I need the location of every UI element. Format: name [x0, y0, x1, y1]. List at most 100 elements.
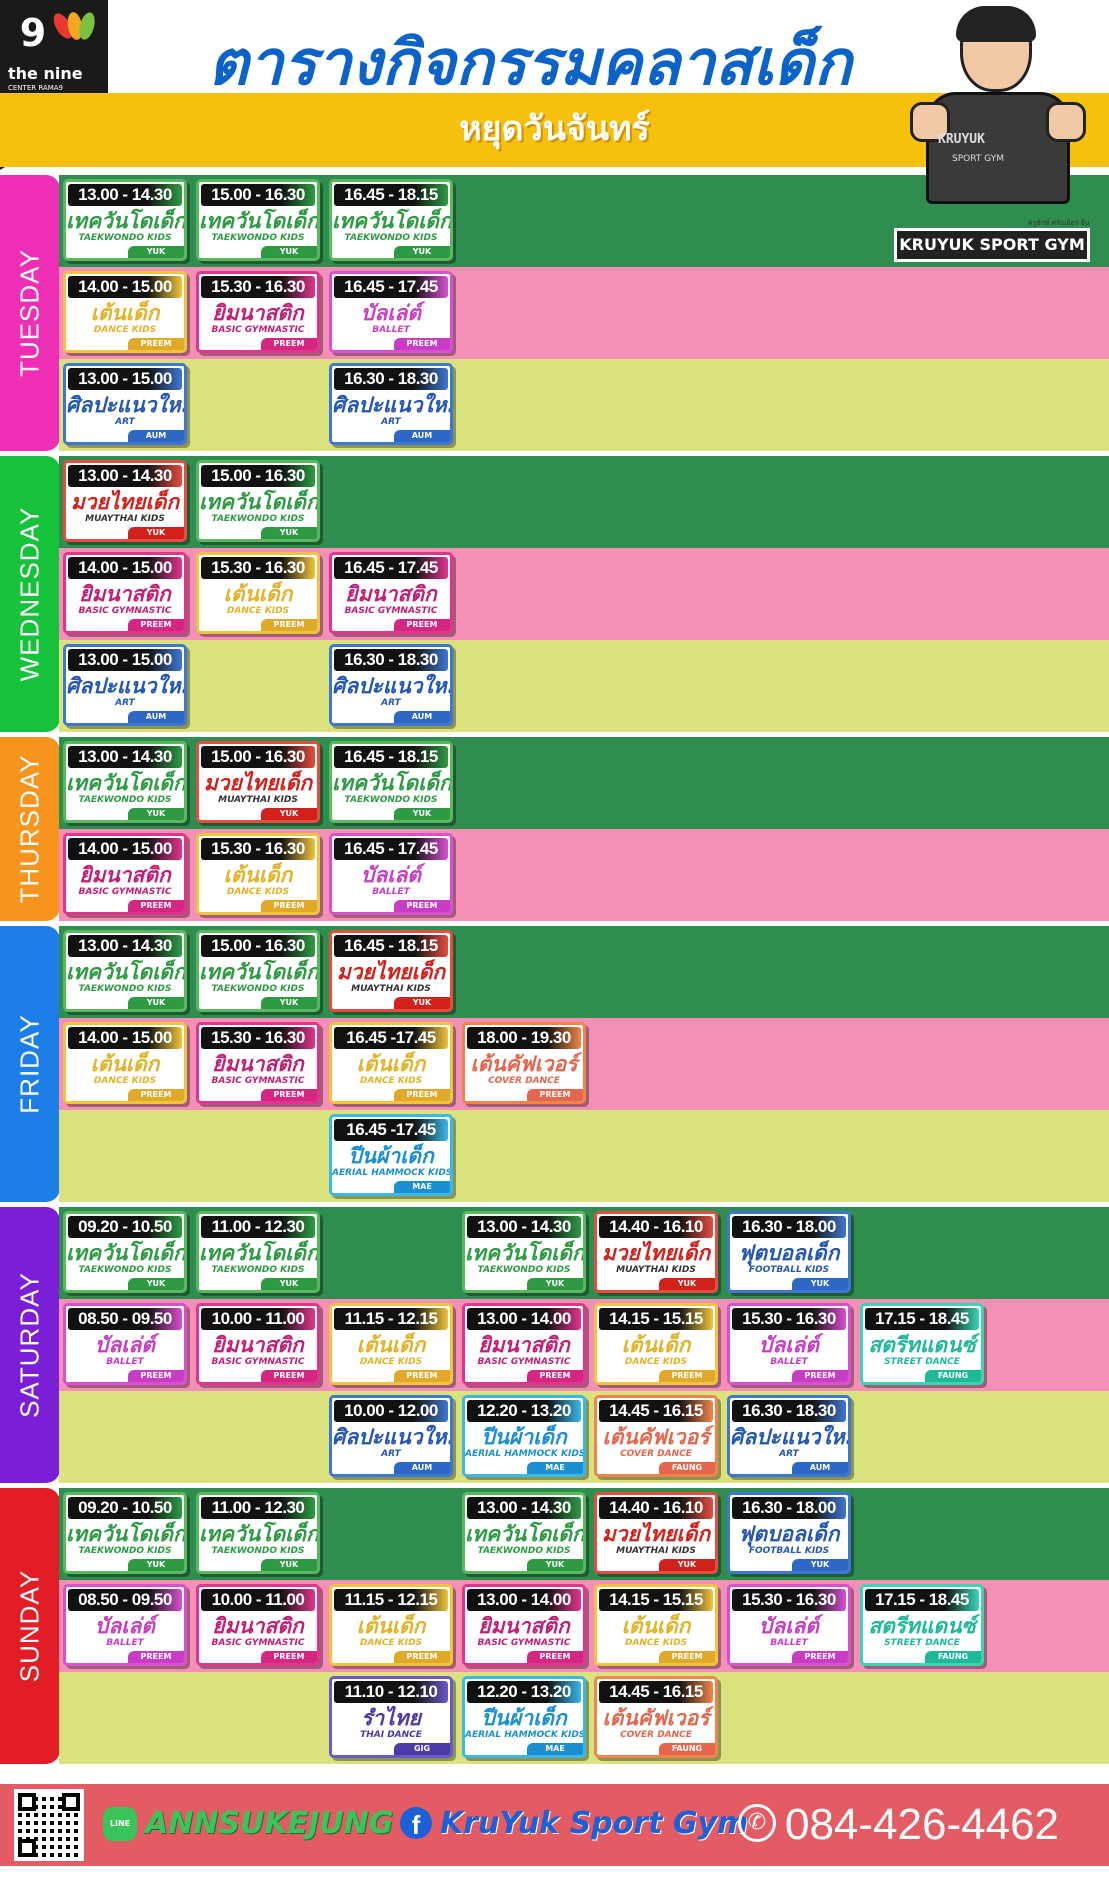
class-card[interactable]: 13.00 - 14.30 เทควันโดเด็ก TAEKWONDO KIDS Y… [63, 741, 187, 823]
class-time: 15.30 - 16.30 [201, 1027, 315, 1049]
teacher-badge: YUK [128, 1559, 184, 1571]
class-card[interactable]: 15.30 - 16.30 บัลเล่ต์ BALLET PREEM [727, 1584, 851, 1666]
class-card[interactable]: 14.00 - 15.00 เต้นเด็ก DANCE KIDS PREEM [63, 271, 187, 353]
class-name-thai: เต้นเด็ก [90, 1052, 160, 1076]
class-card[interactable]: 11.15 - 12.15 เต้นเด็ก DANCE KIDS PREEM [329, 1584, 453, 1666]
class-time: 13.00 - 14.00 [467, 1589, 581, 1611]
class-name-english: ART [779, 1449, 799, 1459]
class-card[interactable]: 16.45 - 18.15 เทควันโดเด็ก TAEKWONDO KIDS Y… [329, 741, 453, 823]
class-card[interactable]: 17.15 - 18.45 สตรีทแดนซ์ STREET DANCE FAUNG [860, 1303, 984, 1385]
class-card[interactable]: 11.15 - 12.15 เต้นเด็ก DANCE KIDS PREEM [329, 1303, 453, 1385]
class-name-thai: เทควันโดเด็ก [465, 1241, 585, 1265]
class-card[interactable]: 15.30 - 16.30 ยิมนาสติก BASIC GYMNASTIC PRE… [196, 1022, 320, 1104]
class-card[interactable]: 15.30 - 16.30 บัลเล่ต์ BALLET PREEM [727, 1303, 851, 1385]
class-name-thai: ศิลปะแนวใหม่ [332, 1425, 453, 1449]
class-name-english: BASIC GYMNASTIC [344, 606, 438, 616]
class-card[interactable]: 12.20 - 13.20 ปีนผ้าเด็ก AERIAL HAMMOCK KI… [462, 1676, 586, 1758]
class-card[interactable]: 13.00 - 14.30 เทควันโดเด็ก TAEKWONDO KIDS Y… [462, 1492, 586, 1574]
class-name-english: ART [381, 417, 401, 427]
class-name-thai: บัลเล่ต์ [759, 1614, 819, 1638]
class-card[interactable]: 16.45 -17.45 ปีนผ้าเด็ก AERIAL HAMMOCK KID… [329, 1114, 453, 1196]
class-card[interactable]: 16.30 - 18.00 ฟุตบอลเด็ก FOOTBALL KIDS YUK [727, 1211, 851, 1293]
class-name-english: BALLET [770, 1357, 808, 1367]
class-card[interactable]: 16.45 - 18.15 เทควันโดเด็ก TAEKWONDO KIDS Y… [329, 179, 453, 261]
class-card[interactable]: 13.00 - 14.30 มวยไทยเด็ก MUAYTHAI KIDS YUK [63, 460, 187, 542]
class-name-english: TAEKWONDO KIDS [211, 514, 305, 524]
class-card[interactable]: 16.45 - 17.45 บัลเล่ต์ BALLET PREEM [329, 271, 453, 353]
class-card[interactable]: 13.00 - 14.00 ยิมนาสติก BASIC GYMNASTIC PRE… [462, 1303, 586, 1385]
class-card[interactable]: 09.20 - 10.50 เทควันโดเด็ก TAEKWONDO KIDS Y… [63, 1211, 187, 1293]
class-name-english: MUAYTHAI KIDS [351, 984, 431, 994]
teacher-badge: YUK [128, 1278, 184, 1290]
class-name-english: DANCE KIDS [359, 1357, 423, 1367]
schedule-row [59, 1110, 1109, 1202]
class-card[interactable]: 16.30 - 18.00 ฟุตบอลเด็ก FOOTBALL KIDS YUK [727, 1492, 851, 1574]
class-card[interactable]: 14.40 - 16.10 มวยไทยเด็ก MUAYTHAI KIDS YUK [594, 1492, 718, 1574]
class-card[interactable]: 18.00 - 19.30 เต้นคัฟเวอร์ COVER DANCE PREE… [462, 1022, 586, 1104]
class-name-thai: เทควันโดเด็ก [66, 209, 186, 233]
class-card[interactable]: 14.00 - 15.00 เต้นเด็ก DANCE KIDS PREEM [63, 1022, 187, 1104]
class-card[interactable]: 16.30 - 18.30 ศิลปะแนวใหม่ ART AUM [727, 1395, 851, 1477]
class-card[interactable]: 14.15 - 15.15 เต้นเด็ก DANCE KIDS PREEM [594, 1584, 718, 1666]
class-time: 15.00 - 16.30 [201, 184, 315, 206]
class-name-thai: เต้นเด็ก [223, 863, 293, 887]
class-card[interactable]: 16.30 - 18.30 ศิลปะแนวใหม่ ART AUM [329, 644, 453, 726]
class-card[interactable]: 13.00 - 15.00 ศิลปะแนวใหม่ ART AUM [63, 644, 187, 726]
class-card[interactable]: 08.50 - 09.50 บัลเล่ต์ BALLET PREEM [63, 1584, 187, 1666]
class-card[interactable]: 15.00 - 16.30 เทควันโดเด็ก TAEKWONDO KIDS Y… [196, 179, 320, 261]
class-card[interactable]: 14.40 - 16.10 มวยไทยเด็ก MUAYTHAI KIDS YUK [594, 1211, 718, 1293]
class-card[interactable]: 08.50 - 09.50 บัลเล่ต์ BALLET PREEM [63, 1303, 187, 1385]
schedule-row [59, 640, 1109, 732]
class-card[interactable]: 15.00 - 16.30 เทควันโดเด็ก TAEKWONDO KIDS Y… [196, 930, 320, 1012]
class-card[interactable]: 14.00 - 15.00 ยิมนาสติก BASIC GYMNASTIC PRE… [63, 552, 187, 634]
class-card[interactable]: 13.00 - 15.00 ศิลปะแนวใหม่ ART AUM [63, 363, 187, 445]
class-card[interactable]: 15.30 - 16.30 เต้นเด็ก DANCE KIDS PREEM [196, 833, 320, 915]
class-card[interactable]: 17.15 - 18.45 สตรีทแดนซ์ STREET DANCE FAUNG [860, 1584, 984, 1666]
class-name-english: MUAYTHAI KIDS [218, 795, 298, 805]
class-name-english: BASIC GYMNASTIC [477, 1357, 571, 1367]
class-name-thai: ยิมนาสติก [478, 1614, 570, 1638]
class-card[interactable]: 13.00 - 14.30 เทควันโดเด็ก TAEKWONDO KIDS Y… [462, 1211, 586, 1293]
class-card[interactable]: 16.45 - 17.45 ยิมนาสติก BASIC GYMNASTIC PRE… [329, 552, 453, 634]
class-card[interactable]: 16.45 - 18.15 มวยไทยเด็ก MUAYTHAI KIDS YUK [329, 930, 453, 1012]
class-name-english: TAEKWONDO KIDS [78, 984, 172, 994]
class-time: 11.10 - 12.10 [334, 1681, 448, 1703]
phone-number[interactable]: 084-426-4462 [785, 1800, 1060, 1849]
class-card[interactable]: 13.00 - 14.30 เทควันโดเด็ก TAEKWONDO KIDS Y… [63, 179, 187, 261]
class-card[interactable]: 11.10 - 12.10 รำไทย THAI DANCE GIG [329, 1676, 453, 1758]
class-card[interactable]: 16.45 - 17.45 บัลเล่ต์ BALLET PREEM [329, 833, 453, 915]
class-card[interactable]: 09.20 - 10.50 เทควันโดเด็ก TAEKWONDO KIDS Y… [63, 1492, 187, 1574]
class-card[interactable]: 13.00 - 14.00 ยิมนาสติก BASIC GYMNASTIC PRE… [462, 1584, 586, 1666]
class-time: 16.30 - 18.00 [732, 1497, 846, 1519]
teacher-badge: YUK [792, 1278, 848, 1290]
class-card[interactable]: 14.15 - 15.15 เต้นเด็ก DANCE KIDS PREEM [594, 1303, 718, 1385]
class-card[interactable]: 15.30 - 16.30 ยิมนาสติก BASIC GYMNASTIC PRE… [196, 271, 320, 353]
class-card[interactable]: 10.00 - 11.00 ยิมนาสติก BASIC GYMNASTIC PRE… [196, 1584, 320, 1666]
class-card[interactable]: 11.00 - 12.30 เทควันโดเด็ก TAEKWONDO KIDS Y… [196, 1492, 320, 1574]
qr-code[interactable] [14, 1789, 84, 1861]
class-card[interactable]: 14.45 - 16.15 เต้นคัฟเวอร์ COVER DANCE FAUN… [594, 1395, 718, 1477]
class-card[interactable]: 15.30 - 16.30 เต้นเด็ก DANCE KIDS PREEM [196, 552, 320, 634]
class-card[interactable]: 15.00 - 16.30 มวยไทยเด็ก MUAYTHAI KIDS YUK [196, 741, 320, 823]
day-label-friday: FRIDAY [0, 926, 60, 1202]
class-card[interactable]: 14.45 - 16.15 เต้นคัฟเวอร์ COVER DANCE FAUN… [594, 1676, 718, 1758]
class-name-english: AERIAL HAMMOCK KIDS [332, 1168, 453, 1178]
class-name-english: FOOTBALL KIDS [748, 1546, 830, 1556]
class-card[interactable]: 15.00 - 16.30 เทควันโดเด็ก TAEKWONDO KIDS Y… [196, 460, 320, 542]
class-name-thai: มวยไทยเด็ก [336, 960, 446, 984]
teacher-badge: AUM [128, 430, 184, 442]
logo-sub: CENTER RAMA9 [8, 84, 63, 92]
class-name-english: DANCE KIDS [359, 1638, 423, 1648]
class-card[interactable]: 10.00 - 12.00 ศิลปะแนวใหม่ ART AUM [329, 1395, 453, 1477]
class-card[interactable]: 10.00 - 11.00 ยิมนาสติก BASIC GYMNASTIC PRE… [196, 1303, 320, 1385]
class-card[interactable]: 16.30 - 18.30 ศิลปะแนวใหม่ ART AUM [329, 363, 453, 445]
facebook-page[interactable]: KruYuk Sport Gym [440, 1806, 749, 1841]
class-card[interactable]: 11.00 - 12.30 เทควันโดเด็ก TAEKWONDO KIDS Y… [196, 1211, 320, 1293]
class-card[interactable]: 16.45 -17.45 เต้นเด็ก DANCE KIDS PREEM [329, 1022, 453, 1104]
class-name-thai: ยิมนาสติก [212, 1052, 304, 1076]
line-id[interactable]: ANNSUKEJUNG [145, 1806, 394, 1841]
class-card[interactable]: 14.00 - 15.00 ยิมนาสติก BASIC GYMNASTIC PRE… [63, 833, 187, 915]
class-time: 16.45 - 18.15 [334, 935, 448, 957]
class-card[interactable]: 13.00 - 14.30 เทควันโดเด็ก TAEKWONDO KIDS Y… [63, 930, 187, 1012]
class-card[interactable]: 12.20 - 13.20 ปีนผ้าเด็ก AERIAL HAMMOCK KI… [462, 1395, 586, 1477]
